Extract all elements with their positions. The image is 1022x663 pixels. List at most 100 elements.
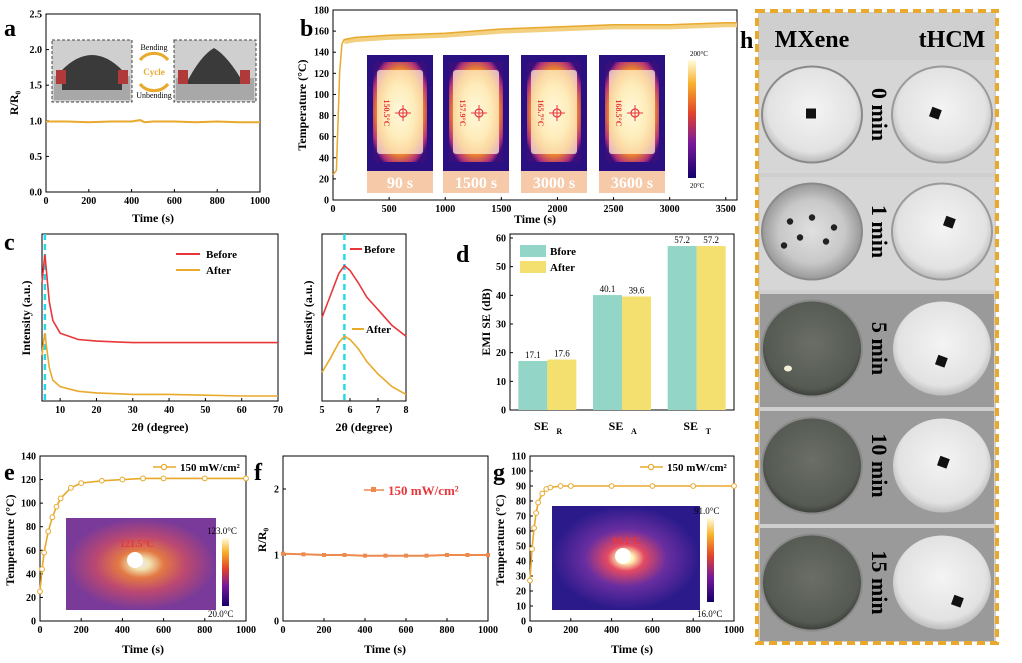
thermal-temp-b: 165.7°C xyxy=(536,100,545,127)
petri-dish-thcm xyxy=(891,65,993,164)
legend-before-c-right: Before xyxy=(364,244,395,256)
data-point xyxy=(527,577,533,584)
thermal-image-b: 168.5°C 3600 s xyxy=(599,55,665,193)
inset-bending-label: Bending xyxy=(140,43,167,52)
y-tick-label: 0 xyxy=(501,406,506,417)
x-tick-label: 800 xyxy=(440,625,455,636)
panel-label-a: a xyxy=(4,16,16,42)
legend-series-f: 150 mW/cm² xyxy=(388,483,459,498)
y-tick-label: 1 xyxy=(274,551,279,562)
data-point xyxy=(445,553,449,557)
colorbar-min-g: 16.0°C xyxy=(697,609,722,619)
data-point xyxy=(424,553,429,558)
data-point xyxy=(383,553,388,558)
x-tick-label: 2500 xyxy=(604,204,624,215)
legend-after-c-left: After xyxy=(206,265,231,277)
data-point xyxy=(363,553,367,558)
chart-c-right: 5 6 7 8 Before After 2θ (degree) Intensity … xyxy=(301,233,409,434)
petri-dish-mxene xyxy=(761,299,863,398)
x-tick-label: 200 xyxy=(317,625,332,636)
bar xyxy=(547,359,577,410)
x-tick-label: 3500 xyxy=(716,204,736,215)
time-label: 1 min xyxy=(867,205,892,258)
bar-value-label: 40.1 xyxy=(600,284,616,294)
y-tick-label: 140 xyxy=(314,48,329,59)
x-tick-label: 1000 xyxy=(250,196,270,207)
x-axis-label-f: Time (s) xyxy=(364,642,406,656)
thermal-temp-b: 150.5°C xyxy=(382,100,391,127)
y-tick-label: 140 xyxy=(21,452,36,463)
data-point xyxy=(465,553,470,557)
legend-c-right: Before After xyxy=(350,244,395,336)
y-axis-label-c-right: Intensity (a.u.) xyxy=(301,280,315,355)
y-tick-label: 20 xyxy=(26,593,36,604)
y-tick-label: 160 xyxy=(314,27,329,38)
photo-row: 10 min xyxy=(760,411,994,524)
category-subscript: A xyxy=(631,427,637,436)
data-point xyxy=(531,525,537,531)
data-point xyxy=(567,483,574,489)
y-tick-label: 60 xyxy=(319,132,329,143)
sample-fragment xyxy=(784,365,792,372)
y-axis-label-g: Temperature (°C) xyxy=(493,494,507,585)
y-axis-label-a: R/R₀ xyxy=(7,90,21,115)
petri-dish-mxene xyxy=(761,182,863,281)
data-point xyxy=(608,483,615,489)
y-tick-label: 0 xyxy=(31,617,36,628)
thermal-time-label: 90 s xyxy=(387,175,413,192)
photo-panel-frame xyxy=(755,9,999,645)
bar xyxy=(518,360,548,410)
x-axis-label-a: Time (s) xyxy=(132,211,174,225)
y-tick-label: 2 xyxy=(274,485,279,496)
thermal-image-b: 165.7°C 3000 s xyxy=(521,55,587,193)
x-axis-label-e: Time (s) xyxy=(122,642,164,656)
bar-value-label: 39.6 xyxy=(629,285,645,295)
chart-c-left: 10 20 30 40 50 60 70 Before After 2θ (degree) … xyxy=(19,233,283,434)
y-tick-label: 110 xyxy=(512,452,526,463)
data-point xyxy=(322,553,326,557)
y-tick-label: 20 xyxy=(496,348,506,359)
x-tick-label: 800 xyxy=(197,625,212,636)
plot-frame-b xyxy=(332,9,738,201)
y-tick-label: 90 xyxy=(516,482,526,493)
category-subscript: R xyxy=(556,427,562,436)
sample-fragment xyxy=(830,224,838,231)
data-point xyxy=(731,483,737,489)
bar xyxy=(622,296,651,410)
thermal-time-label: 3600 s xyxy=(611,175,653,192)
category-label: SE xyxy=(534,419,549,433)
y-tick-label: 40 xyxy=(516,557,526,568)
sample-thcm xyxy=(934,354,948,368)
y-tick-label: 2.0 xyxy=(30,45,43,56)
x-tick-label: 600 xyxy=(645,625,660,636)
bar xyxy=(696,246,726,410)
y-tick-label: 180 xyxy=(314,6,329,17)
x-axis-label-c-left: 2θ (degree) xyxy=(131,420,188,434)
data-point xyxy=(301,552,306,557)
sample-fragment xyxy=(822,238,830,245)
x-axis-label-b: Time (s) xyxy=(514,212,556,226)
chart-b: 0 500 1000 1500 2000 2500 3000 3500 0 20 40 60 80 100… xyxy=(295,6,738,226)
data-point xyxy=(690,483,697,489)
y-tick-label: 0 xyxy=(324,196,329,207)
x-tick-label: 50 xyxy=(200,405,210,416)
sample-thcm xyxy=(942,215,956,229)
bar xyxy=(593,295,622,410)
y-tick-label: 20 xyxy=(319,174,329,185)
y-tick-label: 80 xyxy=(516,497,526,508)
chart-e: 0 200 400 600 800 1000 0 20 40 60 80 100 120 140 121.… xyxy=(3,452,256,657)
thermal-temp-b: 168.5°C xyxy=(614,100,623,127)
y-axis-label-f: R/R₀ xyxy=(255,527,269,552)
data-point xyxy=(342,553,347,557)
x-tick-label: 0 xyxy=(38,625,43,636)
time-label: 5 min xyxy=(867,322,892,375)
data-point xyxy=(45,528,52,535)
panel-label-h: h xyxy=(740,28,753,54)
y-tick-label: 0.0 xyxy=(30,188,43,199)
series-line-a xyxy=(46,119,260,124)
petri-dish-thcm xyxy=(891,182,993,281)
data-point xyxy=(68,484,74,491)
inset-bending-photos: Bending Cycle Unbending xyxy=(51,39,257,103)
colorbar-max-g: 91.0°C xyxy=(694,506,719,516)
